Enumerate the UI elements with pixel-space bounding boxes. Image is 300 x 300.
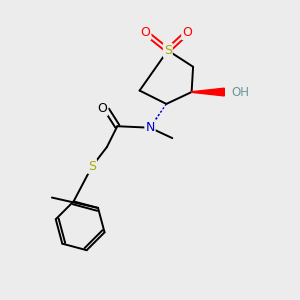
Text: N: N [145, 121, 155, 134]
Text: S: S [164, 44, 172, 57]
Text: OH: OH [232, 85, 250, 98]
Text: S: S [88, 160, 96, 173]
Text: O: O [98, 102, 107, 115]
Text: O: O [141, 26, 151, 39]
Text: O: O [182, 26, 192, 39]
Polygon shape [192, 88, 224, 96]
